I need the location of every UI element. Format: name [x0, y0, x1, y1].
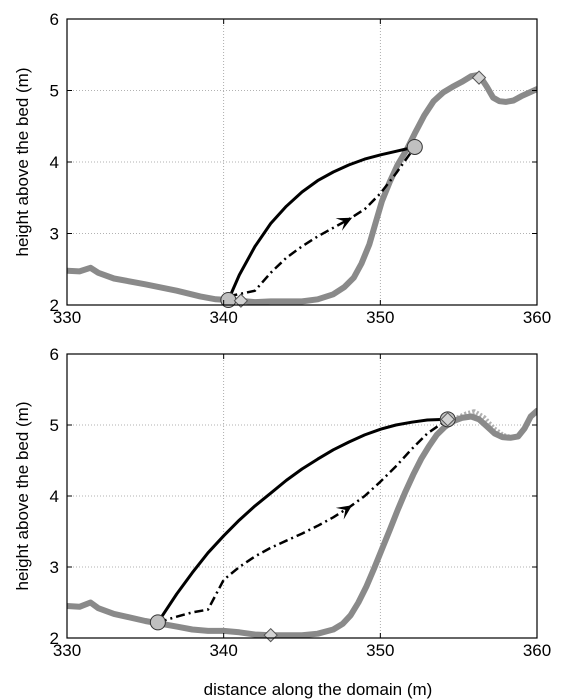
y-tick-label: 3: [50, 558, 59, 577]
data-layer: [67, 407, 537, 638]
x-tick-label: 330: [53, 308, 81, 327]
circle-marker: [406, 138, 423, 155]
diamond-marker: [471, 70, 487, 85]
y-tick-label: 6: [50, 10, 59, 29]
y-tick-label: 2: [50, 296, 59, 315]
trajectory-dashdot-line: [157, 418, 449, 624]
circle-marker: [149, 614, 166, 631]
x-tick-label: 340: [209, 308, 237, 327]
x-tick-label: 360: [523, 308, 551, 327]
x-axis-label: distance along the domain (m): [204, 680, 433, 699]
top-chart: 330 340 350 360 2 3 4 5 6 height above the bed (m…: [13, 10, 551, 327]
diamond-marker: [233, 293, 249, 308]
y-tick-label: 5: [50, 416, 59, 435]
y-axis-label: height above the bed (m): [13, 401, 32, 590]
trajectory-solid-line: [226, 145, 417, 302]
data-layer: [67, 71, 537, 305]
x-tick-label: 330: [53, 641, 81, 660]
y-tick-label: 6: [50, 345, 59, 364]
direction-arrow: [335, 505, 353, 520]
bed-profile-line: [67, 71, 537, 305]
bed-profile-line: [67, 407, 537, 638]
y-tick-label: 2: [50, 629, 59, 648]
bottom-chart: 330 340 350 360 2 3 4 5 6 height above the bed (m…: [13, 345, 551, 660]
y-tick-label: 5: [50, 82, 59, 101]
x-tick-label: 350: [366, 308, 394, 327]
direction-arrow: [335, 217, 353, 231]
x-tick-label: 360: [523, 641, 551, 660]
trajectory-solid-line: [156, 417, 450, 624]
y-tick-label: 4: [50, 153, 59, 172]
y-tick-label: 3: [50, 225, 59, 244]
x-tick-label: 340: [209, 641, 237, 660]
y-axis-label: height above the bed (m): [13, 67, 32, 256]
x-tick-label: 350: [366, 641, 394, 660]
y-tick-label: 4: [50, 487, 59, 506]
trajectory-dashdot-line: [228, 146, 416, 298]
diamond-marker: [440, 412, 455, 427]
